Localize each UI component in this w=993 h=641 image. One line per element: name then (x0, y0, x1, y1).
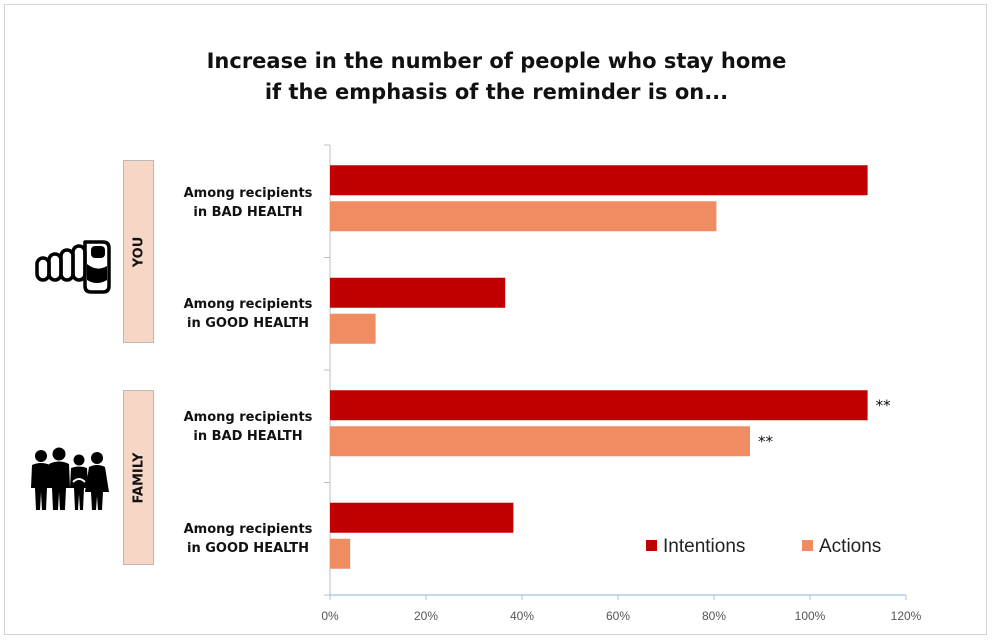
x-tick-label: 20% (414, 609, 438, 623)
group-box-family: FAMILY (123, 390, 154, 565)
category-label-family-bad: Among recipients in BAD HEALTH (168, 408, 328, 446)
x-tick-label: 60% (606, 609, 630, 623)
category-label-family-good: Among recipients in GOOD HEALTH (168, 520, 328, 558)
category-label-line: Among recipients (183, 410, 313, 425)
category-label-you-good: Among recipients in GOOD HEALTH (168, 295, 328, 333)
x-tick-label: 40% (510, 609, 534, 623)
significance-label: ** (758, 432, 774, 450)
bar-actions-3 (330, 538, 351, 569)
chart-title: Increase in the number of people who sta… (0, 46, 993, 108)
pointing-hand-icon (35, 240, 111, 294)
category-label-line: in GOOD HEALTH (186, 541, 310, 556)
legend-swatch-intentions (646, 540, 657, 551)
family-icon (31, 447, 109, 510)
x-tick-label: 80% (702, 609, 726, 623)
legend-swatch-actions (802, 540, 813, 551)
category-label-line: Among recipients (183, 297, 313, 312)
category-label-line: Among recipients (183, 186, 313, 201)
chart-title-line-2: if the emphasis of the reminder is on... (264, 80, 729, 104)
x-tick-label: 0% (321, 609, 339, 623)
bar-intentions-1 (330, 277, 506, 308)
category-label-line: in BAD HEALTH (193, 205, 303, 220)
bar-actions-1 (330, 313, 376, 344)
bar-actions-2 (330, 426, 750, 457)
category-label-line: in GOOD HEALTH (186, 316, 310, 331)
category-label-you-bad: Among recipients in BAD HEALTH (168, 184, 328, 222)
legend-label-actions: Actions (819, 536, 882, 557)
bar-intentions-3 (330, 502, 514, 533)
x-tick-label: 120% (891, 609, 922, 623)
category-label-line: in BAD HEALTH (193, 429, 303, 444)
legend-label-intentions: Intentions (663, 536, 746, 557)
category-label-line: Among recipients (183, 522, 313, 537)
x-tick-label: 100% (795, 609, 826, 623)
legend-item-intentions: Intentions (646, 536, 745, 558)
chart-title-line-1: Increase in the number of people who sta… (206, 49, 787, 73)
significance-label: ** (876, 396, 892, 414)
bar-actions-0 (330, 201, 717, 232)
bar-intentions-2 (330, 390, 868, 421)
legend-item-actions: Actions (802, 536, 881, 558)
bar-intentions-0 (330, 165, 868, 196)
group-box-you: YOU (123, 160, 154, 343)
